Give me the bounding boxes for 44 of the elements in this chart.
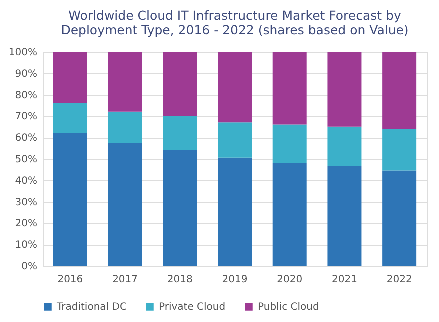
x-tick-label: 2016	[58, 274, 84, 286]
y-tick-label: 60%	[15, 133, 38, 144]
legend-label: Public Cloud	[258, 302, 320, 313]
bar	[53, 103, 88, 134]
y-tick-label: 90%	[15, 68, 38, 80]
bar	[108, 142, 142, 266]
legend-label: Private Cloud	[159, 302, 226, 313]
x-tick-label: 2021	[332, 274, 358, 286]
legend-label: Traditional DC	[56, 302, 127, 313]
x-tick-label: 2017	[112, 274, 138, 286]
bar	[163, 116, 198, 150]
x-tick-label: 2019	[222, 274, 248, 286]
bar	[382, 52, 417, 130]
bar	[382, 129, 417, 171]
bar	[218, 158, 252, 266]
bar	[272, 52, 307, 125]
y-tick-label: 30%	[15, 197, 38, 208]
bar	[328, 52, 362, 127]
x-tick-label: 2018	[167, 274, 193, 286]
y-tick-label: 0%	[22, 262, 38, 272]
x-tick-label: 2020	[277, 274, 303, 286]
y-tick-label: 40%	[15, 176, 38, 187]
bar	[163, 52, 198, 116]
y-tick-label: 20%	[15, 218, 38, 230]
y-tick-label: 50%	[15, 154, 38, 166]
bar	[108, 112, 142, 143]
text: Worldwide Cloud IT Infrastructure Market Forecast by	[68, 8, 402, 23]
x-tick-label: 2022	[386, 274, 412, 286]
y-tick-label: 100%	[8, 48, 38, 58]
text: Deployment Type, 2016 - 2022 (shares based on Value)	[61, 22, 409, 38]
y-tick-label: 10%	[15, 240, 38, 252]
bar	[218, 52, 252, 123]
y-tick-label: 80%	[15, 90, 38, 102]
bar	[218, 122, 252, 158]
bar	[53, 52, 88, 104]
bar	[272, 163, 307, 266]
y-tick-label: 70%	[15, 112, 38, 123]
bar	[328, 126, 362, 166]
bar	[328, 166, 362, 266]
bar	[53, 133, 88, 266]
bar	[382, 170, 417, 266]
bar	[108, 52, 142, 112]
bar	[272, 124, 307, 164]
bar	[163, 150, 198, 266]
